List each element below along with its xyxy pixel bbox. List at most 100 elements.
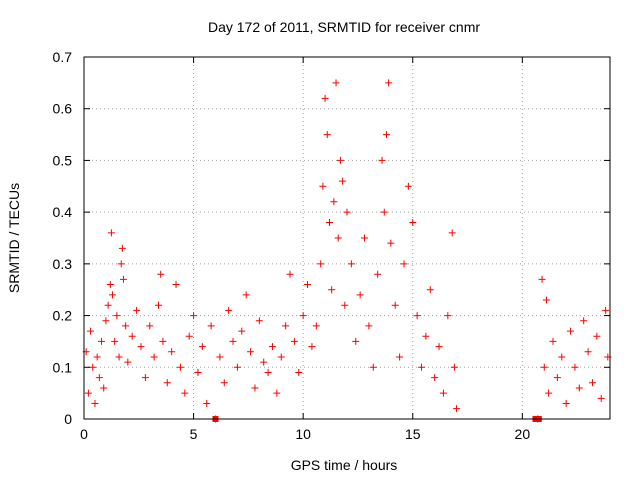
data-point <box>567 327 575 335</box>
y-tick-label: 0.1 <box>53 359 73 375</box>
data-point <box>238 327 246 335</box>
data-point <box>203 399 211 407</box>
data-point <box>115 353 123 361</box>
data-point <box>450 363 458 371</box>
data-point <box>396 353 404 361</box>
data-point <box>113 312 121 320</box>
data-point <box>378 156 386 164</box>
data-point <box>361 234 369 242</box>
data-point <box>426 286 434 294</box>
x-tick-label: 10 <box>295 426 311 442</box>
data-point <box>111 337 119 345</box>
data-point <box>334 234 342 242</box>
data-point <box>404 182 412 190</box>
y-tick-label: 0.4 <box>53 204 73 220</box>
data-point <box>374 270 382 278</box>
data-point <box>251 384 259 392</box>
data-point <box>422 332 430 340</box>
y-tick-label: 0.2 <box>53 308 73 324</box>
data-point <box>562 399 570 407</box>
data-point <box>100 384 108 392</box>
x-tick-label: 15 <box>405 426 421 442</box>
chart-title: Day 172 of 2011, SRMTID for receiver cnm… <box>208 19 480 35</box>
data-point <box>588 379 596 387</box>
data-point <box>308 343 316 351</box>
data-point <box>387 239 395 247</box>
data-point <box>150 353 158 361</box>
data-point <box>159 337 167 345</box>
data-point <box>317 260 325 268</box>
data-point <box>339 177 347 185</box>
data-point <box>343 208 351 216</box>
data-point <box>93 353 101 361</box>
data-point <box>435 343 443 351</box>
data-point <box>98 337 106 345</box>
gridlines <box>84 57 610 419</box>
y-tick-label: 0.7 <box>53 49 73 65</box>
data-point <box>597 394 605 402</box>
data-point <box>242 291 250 299</box>
data-point <box>106 281 114 289</box>
data-point <box>124 358 132 366</box>
data-point <box>157 270 165 278</box>
y-tick-label: 0 <box>64 411 72 427</box>
y-axis-label: SRMTID / TECUs <box>6 183 22 293</box>
data-point <box>365 322 373 330</box>
data-point <box>593 332 601 340</box>
data-point <box>299 312 307 320</box>
data-point <box>540 363 548 371</box>
data-point <box>277 353 285 361</box>
x-tick-label: 20 <box>515 426 531 442</box>
data-point <box>290 337 298 345</box>
data-point <box>418 363 426 371</box>
data-point <box>133 306 141 314</box>
data-point <box>117 260 125 268</box>
data-point <box>347 260 355 268</box>
x-axis-label: GPS time / hours <box>291 457 398 473</box>
data-point <box>89 363 97 371</box>
data-point <box>273 389 281 397</box>
data-point <box>448 229 456 237</box>
data-point <box>220 379 228 387</box>
data-point <box>104 301 112 309</box>
data-point <box>295 368 303 376</box>
data-point <box>453 405 461 413</box>
data-point <box>176 363 184 371</box>
data-point <box>137 343 145 351</box>
data-point <box>325 218 333 226</box>
data-point <box>268 343 276 351</box>
data-point <box>95 374 103 382</box>
data-point <box>172 281 180 289</box>
data-point <box>413 312 421 320</box>
data-point <box>141 374 149 382</box>
data-point <box>146 322 154 330</box>
data-point <box>580 317 588 325</box>
data-point <box>207 322 215 330</box>
data-point <box>190 312 198 320</box>
data-point <box>168 348 176 356</box>
data-point <box>155 301 163 309</box>
data-point <box>352 337 360 345</box>
x-tick-label: 5 <box>190 426 198 442</box>
data-point <box>198 343 206 351</box>
data-point <box>382 131 390 139</box>
data-point <box>108 291 116 299</box>
data-point <box>91 399 99 407</box>
x-tick-label: 0 <box>80 426 88 442</box>
y-tick-label: 0.3 <box>53 256 73 272</box>
data-point <box>400 260 408 268</box>
data-point <box>341 301 349 309</box>
data-point <box>194 368 202 376</box>
data-point <box>409 218 417 226</box>
data-point <box>122 322 130 330</box>
data-point <box>336 156 344 164</box>
data-point <box>321 94 329 102</box>
data-point <box>542 296 550 304</box>
data-point <box>332 79 340 87</box>
data-point <box>163 379 171 387</box>
data-point <box>185 332 193 340</box>
data-point <box>229 337 237 345</box>
data-point <box>391 301 399 309</box>
data-point <box>255 317 263 325</box>
data-point <box>102 317 110 325</box>
